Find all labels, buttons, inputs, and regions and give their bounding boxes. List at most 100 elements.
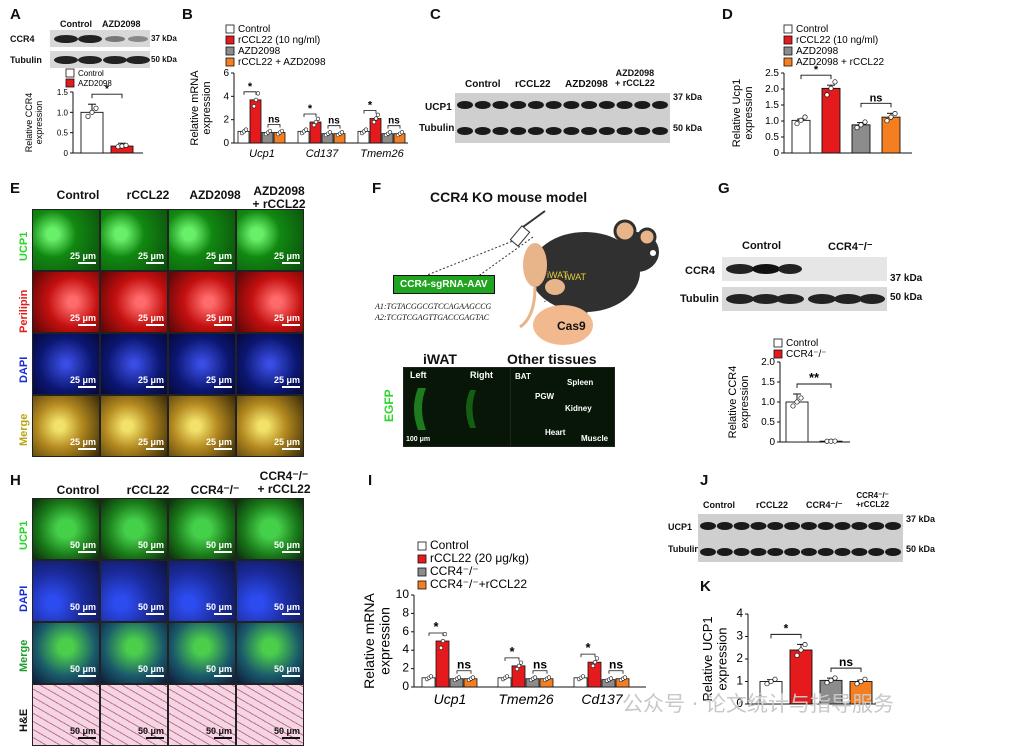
panel-e-row-dapi: DAPI xyxy=(18,356,30,383)
tissue-spleen: Spleen xyxy=(567,378,594,387)
data-point xyxy=(267,128,273,134)
legend-label: rCCL22 + AZD2098 xyxy=(238,57,326,68)
micrograph-tile: 50 μm xyxy=(32,498,100,560)
scale-bar-label: 50 μm xyxy=(70,602,96,615)
blot-band xyxy=(716,548,733,556)
chart-k: 0 1 2 3 4 Relative UCP1 expression * ns xyxy=(700,606,876,710)
sig-label: ns xyxy=(533,658,547,672)
panel-e-col-rccl22: rCCL22 xyxy=(126,188,170,202)
blot-a-row-ccr4: CCR4 xyxy=(10,34,35,44)
egfp-left-label: Left xyxy=(410,370,427,380)
micrograph-tile: 50 μm xyxy=(100,622,168,684)
syringe-icon xyxy=(509,210,546,247)
blot-band xyxy=(652,127,668,135)
blot-band xyxy=(700,522,716,530)
blot-band xyxy=(598,127,615,135)
blot-j-row-tubulin: Tubulin xyxy=(668,544,700,554)
legend-label: AZD2098 + rCCL22 xyxy=(796,57,885,68)
sig-bracket xyxy=(796,383,832,388)
micrograph-tile: 50 μm xyxy=(32,560,100,622)
sig-bracket xyxy=(608,670,624,674)
scale-bar-label: 50 μm xyxy=(206,664,232,677)
blot-j-group-combo: CCR4⁻/⁻ +rCCL22 xyxy=(856,491,890,509)
blot-band xyxy=(700,548,716,556)
blot-band xyxy=(457,101,473,109)
legend-swatch xyxy=(225,57,235,67)
micrograph-tile: 25 μm xyxy=(100,395,168,457)
blot-band xyxy=(817,548,834,556)
panel-letter-e: E xyxy=(10,180,21,197)
y-tick-label: 10 xyxy=(396,587,410,601)
sig-label: ns xyxy=(609,658,623,672)
blot-band xyxy=(563,127,580,135)
scale-bar-label: 50 μm xyxy=(206,602,232,615)
legend-label: AZD2098 xyxy=(78,79,112,88)
legend-label: AZD2098 xyxy=(238,46,281,57)
blot-band xyxy=(885,548,901,556)
data-point xyxy=(119,143,125,149)
y-axis-label: Relative mRNA xyxy=(361,593,377,689)
panel-f-title: CCR4 KO mouse model xyxy=(430,189,588,205)
panel-e-row-perilipin: Perilipin xyxy=(18,289,30,333)
blot-c-group-combo: AZD2098 + rCCL22 xyxy=(615,68,655,88)
micrograph-tile: 50 μm xyxy=(100,498,168,560)
legend-label: Control xyxy=(796,24,828,35)
blot-band xyxy=(851,548,868,556)
blot-j-kda-50: 50 kDa xyxy=(906,544,936,554)
data-point xyxy=(255,91,261,96)
sig-label: ns xyxy=(457,658,471,672)
y-tick-label: 6 xyxy=(223,68,229,79)
sig-label: ns xyxy=(388,116,400,127)
blot-j-group-ccr4ko: CCR4⁻/⁻ xyxy=(806,500,843,510)
legend-label: Control xyxy=(786,338,818,349)
y-tick-label: 1.0 xyxy=(765,116,779,127)
panel-e-micrographs: Control rCCL22 AZD2098 AZD2098 + rCCL22 … xyxy=(16,185,366,457)
blot-band xyxy=(885,522,901,530)
blot-j-group-rccl22: rCCL22 xyxy=(756,500,789,510)
x-category-label: Ucp1 xyxy=(249,148,275,160)
data-point xyxy=(339,130,345,135)
blot-a-group-control: Control xyxy=(60,19,92,29)
legend-swatch xyxy=(417,567,427,577)
sig-label: * xyxy=(248,81,253,93)
data-point xyxy=(854,125,860,131)
sig-bracket xyxy=(504,657,520,661)
scale-bar-label: 25 μm xyxy=(206,313,232,326)
data-point xyxy=(622,675,628,680)
blot-band xyxy=(616,127,633,135)
tissue-kidney: Kidney xyxy=(565,404,592,413)
egfp-iwat-image: Left Right 100 μm xyxy=(403,367,511,447)
micrograph-tile: 50 μm xyxy=(32,684,100,746)
legend-label: rCCL22 (10 ng/ml) xyxy=(238,35,320,46)
micrograph-tile: 25 μm xyxy=(168,271,236,333)
y-tick-label: 1.0 xyxy=(57,108,69,117)
data-point xyxy=(798,117,804,123)
legend-label: Control xyxy=(430,538,469,552)
y-axis-label: Relative mRNA xyxy=(189,70,201,146)
egfp-axis-label: EGFP xyxy=(382,389,396,422)
blot-g-bands xyxy=(722,257,887,311)
blot-g-kda-50: 50 kDa xyxy=(890,292,923,303)
legend-swatch xyxy=(417,580,427,590)
sig-label: ** xyxy=(809,370,820,385)
scale-bar-label: 25 μm xyxy=(70,375,96,388)
blot-band xyxy=(784,548,801,556)
y-tick-label: 1 xyxy=(736,674,743,688)
y-axis-label: expression xyxy=(376,607,392,675)
panel-h-col-ccr4ko: CCR4⁻/⁻ xyxy=(190,483,240,497)
data-point xyxy=(243,127,249,132)
sig-bracket xyxy=(363,110,377,114)
legend-label: rCCL22 (20 μg/kg) xyxy=(430,551,529,565)
data-point xyxy=(327,130,333,135)
y-axis-label: expression xyxy=(743,86,755,139)
scale-bar-label: 25 μm xyxy=(138,437,164,450)
blot-band xyxy=(817,522,834,530)
blot-band xyxy=(510,127,527,135)
y-tick-label: 4 xyxy=(736,606,743,620)
data-point xyxy=(794,399,800,405)
micrograph-tile: 50 μm xyxy=(100,684,168,746)
sig-label: * xyxy=(509,644,515,659)
y-axis-label: expression xyxy=(34,101,44,145)
